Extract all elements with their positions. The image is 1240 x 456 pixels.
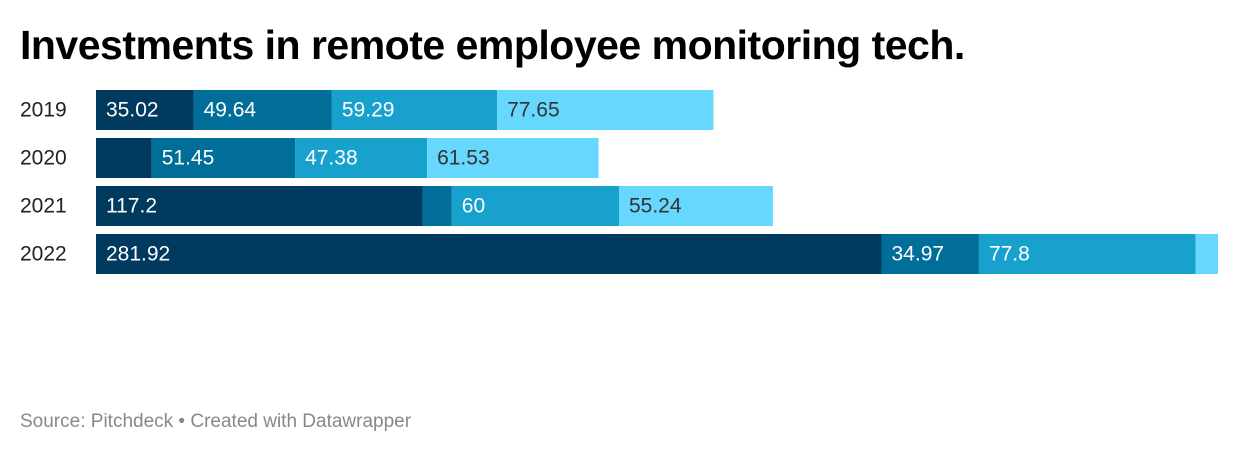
data-label-2022-s3: 77.8 <box>989 243 1030 266</box>
data-label-2020-s3: 47.38 <box>305 147 358 170</box>
data-label-2020-s2: 51.45 <box>162 147 215 170</box>
chart-title: Investments in remote employee monitorin… <box>20 22 965 68</box>
footer-separator: • <box>178 411 186 432</box>
source-name: Pitchdeck <box>90 411 174 432</box>
data-label-2022-s1: 281.92 <box>106 243 170 266</box>
data-label-2019-s4: 77.65 <box>507 99 560 122</box>
bar-segment-2020-s2 <box>151 138 296 178</box>
bar-segment-2019-s3 <box>331 90 498 130</box>
data-label-2021-s1: 117.2 <box>106 195 157 218</box>
source-label: Source: <box>20 411 86 432</box>
bar-segment-2019-s4 <box>497 90 714 130</box>
chart-footer: Source: Pitchdeck • Created with Datawra… <box>20 411 411 433</box>
bar-segment-2022-s3 <box>978 234 1196 274</box>
bar-segment-2019-s2 <box>193 90 332 130</box>
bar-segment-2021-s2 <box>422 186 452 226</box>
bar-segment-2019-s1 <box>96 90 194 130</box>
bar-segment-2021-s3 <box>451 186 619 226</box>
created-with-credit: Created with Datawrapper <box>190 411 412 432</box>
data-label-2022-s2: 34.97 <box>892 243 945 266</box>
data-label-2020-s4: 61.53 <box>437 147 490 170</box>
bar-segment-2022-s1 <box>96 234 882 274</box>
category-label-2021: 2021 <box>20 195 67 218</box>
bar-segment-2022-s4 <box>1195 234 1218 274</box>
data-label-2021-s3: 60 <box>462 195 485 218</box>
data-label-2021-s4: 55.24 <box>629 195 682 218</box>
bar-segment-2021-s4 <box>618 186 773 226</box>
bar-segment-2020-s4 <box>427 138 599 178</box>
category-label-2019: 2019 <box>20 99 67 122</box>
bar-segment-2021-s1 <box>96 186 423 226</box>
category-label-2020: 2020 <box>20 147 67 170</box>
data-label-2019-s1: 35.02 <box>106 99 159 122</box>
bar-segment-2022-s2 <box>881 234 979 274</box>
data-label-2019-s3: 59.29 <box>342 99 395 122</box>
bar-segment-2020-s3 <box>295 138 428 178</box>
data-label-2019-s2: 49.64 <box>204 99 257 122</box>
bar-segment-2020-s1 <box>96 138 152 178</box>
category-label-2022: 2022 <box>20 243 67 266</box>
